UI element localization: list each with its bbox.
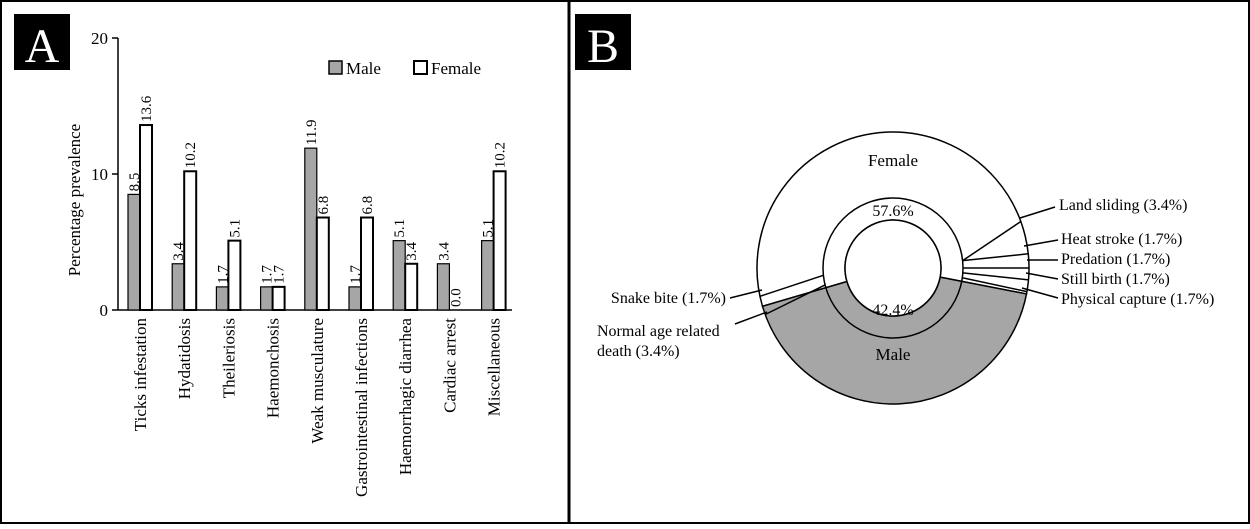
bar-female (360, 216, 374, 312)
bar-value-label: 3.4 (436, 242, 452, 261)
legend: Male Female (328, 59, 481, 78)
bar-female (492, 170, 507, 311)
panel-b-label: B (587, 20, 619, 73)
bar-female (404, 262, 419, 312)
donut-hole (844, 219, 942, 317)
bar-female (271, 285, 286, 312)
bar-chart: 0 10 20 Percentage prevalence 8.5 13.6 3.4 10… (65, 29, 512, 497)
cause-spoke (759, 274, 824, 297)
leader-heat-stroke (1023, 239, 1059, 247)
category-label: Haemonchosis (264, 318, 283, 418)
leader-normal-age (734, 311, 768, 325)
bar-female (183, 170, 198, 311)
bars (127, 124, 507, 312)
category-label: Theileriosis (219, 318, 238, 398)
bar-value-labels: 8.513.63.410.21.75.11.71.711.96.81.76.85… (127, 95, 509, 307)
male-percent: 42.4% (872, 302, 913, 319)
annot-snake-bite: Snake bite (1.7%) (611, 290, 726, 307)
bar-male (481, 240, 495, 311)
annot-land-sliding: Land sliding (3.4%) (1059, 197, 1187, 214)
category-label: Gastrointestinal infections (352, 318, 371, 497)
category-label: Hydatidosis (175, 318, 194, 399)
leader-still-birth (1025, 272, 1059, 280)
category-label: Ticks infestation (131, 318, 150, 432)
y-tick-label: 10 (91, 165, 108, 184)
annot-normal-age-line2: death (3.4%) (597, 343, 680, 360)
bar-value-label: 5.1 (227, 219, 243, 238)
donut-chart: Female Male 57.6% 42.4% Land sliding (3.… (597, 131, 1214, 405)
bar-value-label: 10.2 (183, 142, 199, 168)
legend-swatch-female (413, 60, 428, 75)
bar-value-label: 5.1 (392, 219, 408, 238)
bar-male (436, 263, 450, 311)
y-ticks: 0 10 20 (91, 29, 118, 320)
annot-still-birth: Still birth (1.7%) (1061, 271, 1170, 288)
bar-value-label: 13.6 (139, 95, 155, 122)
y-tick-label: 20 (91, 29, 108, 48)
bar-male (348, 286, 362, 311)
bar-female (227, 239, 242, 311)
bar-male (127, 193, 141, 311)
bar-value-label: 11.9 (304, 119, 320, 145)
category-label: Cardiac arrest (440, 318, 459, 413)
y-tick-label: 0 (100, 301, 109, 320)
leader-snake-bite (729, 289, 763, 299)
bar-value-label: 1.7 (348, 265, 364, 284)
panel-a-badge (14, 14, 70, 70)
bar-value-label: 10.2 (493, 142, 509, 168)
legend-swatch-male (328, 60, 343, 75)
annot-normal-age-line1: Normal age related (597, 323, 720, 340)
legend-label-female: Female (431, 59, 481, 78)
cause-spoke (962, 253, 1029, 262)
category-label: Weak musculature (308, 318, 327, 444)
category-label: Miscellaneous (485, 318, 504, 416)
bar-value-label: 0.0 (448, 288, 464, 307)
bar-value-label: 6.8 (316, 196, 332, 215)
cause-spoke (962, 272, 1029, 281)
cause-spoke (962, 220, 1022, 262)
cause-spoke (764, 284, 826, 316)
y-axis-label: Percentage prevalence (65, 124, 84, 276)
leader-land-sliding (1019, 206, 1056, 219)
annot-physical-capture: Physical capture (1.7%) (1061, 291, 1214, 308)
bar-male (260, 286, 274, 311)
bar-male (171, 263, 185, 311)
annot-heat-stroke: Heat stroke (1.7%) (1061, 231, 1182, 248)
bar-value-label: 8.5 (127, 173, 143, 192)
category-labels: Ticks infestation Hydatidosis Theileriosis… (131, 318, 504, 497)
annot-predation: Predation (1.7%) (1061, 251, 1170, 268)
female-percent: 57.6% (872, 203, 913, 220)
bar-value-label: 5.1 (481, 219, 497, 238)
bar-female (315, 216, 330, 312)
panel-a-label: A (25, 20, 60, 73)
bar-value-label: 3.4 (171, 242, 187, 261)
bar-female (139, 124, 153, 312)
bar-male (304, 147, 318, 311)
bar-value-label: 6.8 (360, 196, 376, 215)
leader-physical-capture (1021, 287, 1059, 299)
bar-value-label: 1.7 (272, 265, 288, 284)
cause-spokes (759, 220, 1029, 316)
bar-value-label: 1.7 (215, 265, 231, 284)
legend-label-male: Male (346, 59, 381, 78)
bar-value-label: 1.7 (260, 265, 276, 284)
female-label: Female (868, 151, 918, 170)
panel-b-badge (575, 14, 631, 70)
bar-male (215, 286, 229, 311)
cause-spoke (962, 277, 1028, 293)
male-label: Male (876, 345, 911, 364)
bar-value-label: 3.4 (404, 242, 420, 261)
category-label: Haemorrhagic diarrhea (396, 318, 415, 476)
